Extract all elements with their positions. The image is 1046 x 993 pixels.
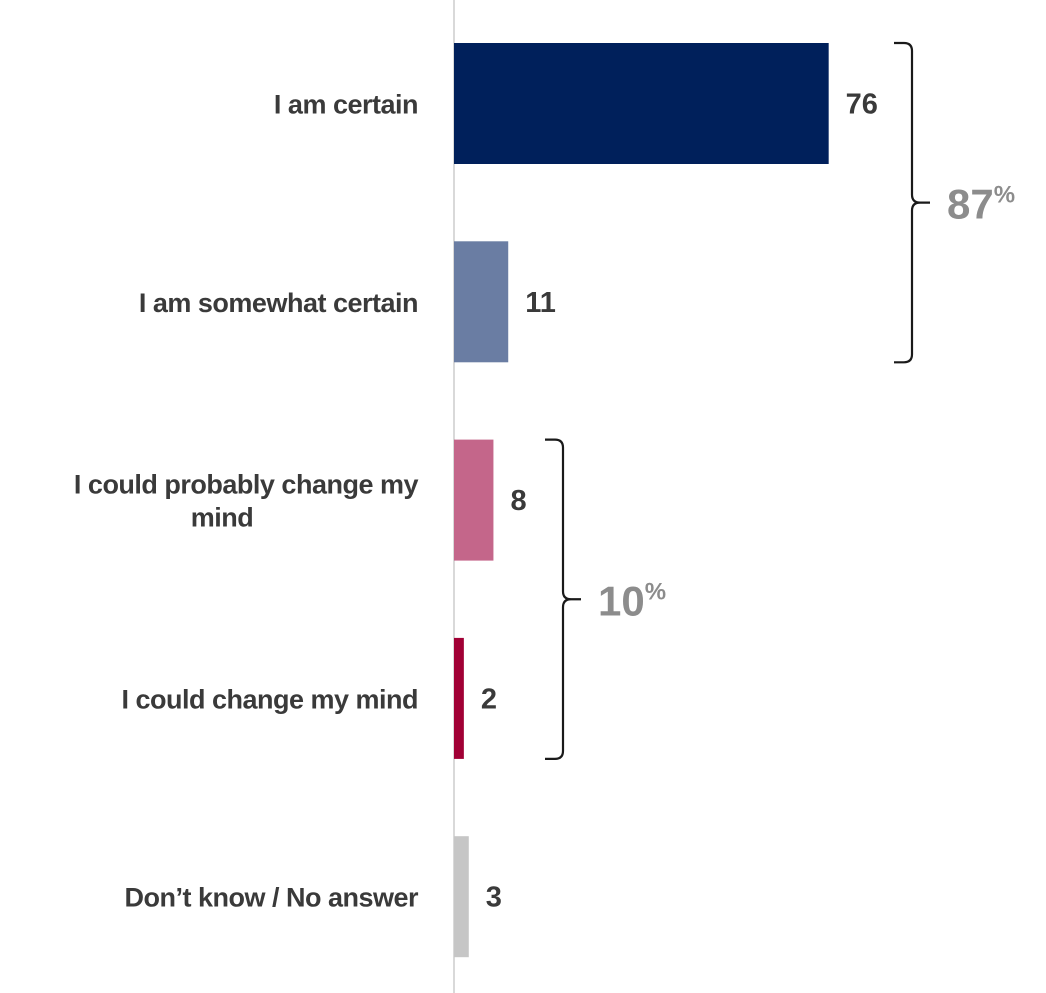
bar-3 [454,439,494,561]
labels-layer: 76 I am certain 11 I am somewhat certain 8 I … [74,89,878,914]
bar-2 [454,241,509,363]
bar-5 [454,836,469,958]
group-braces-layer: 87% 10% [545,41,1015,760]
value-label-2: 11 [525,287,556,319]
group-brace-1 [894,41,930,364]
bar-1 [454,43,829,164]
category-label-3: I could probably change my mind [74,470,419,533]
value-label-5: 3 [486,882,502,914]
group-total-label-1: 87% [947,181,1015,228]
value-label-1: 76 [846,89,878,121]
bar-4 [454,637,464,759]
group-brace-2 [545,438,581,760]
group-total-label-2: 10% [598,577,666,624]
category-label-4: I could change my mind [121,684,418,714]
category-label-5: Don’t know / No answer [124,883,419,913]
value-label-3: 8 [510,485,526,517]
category-label-1: I am certain [274,90,418,120]
value-label-4: 2 [481,683,497,715]
category-label-2: I am somewhat certain [139,288,418,318]
bars-layer [454,43,829,958]
